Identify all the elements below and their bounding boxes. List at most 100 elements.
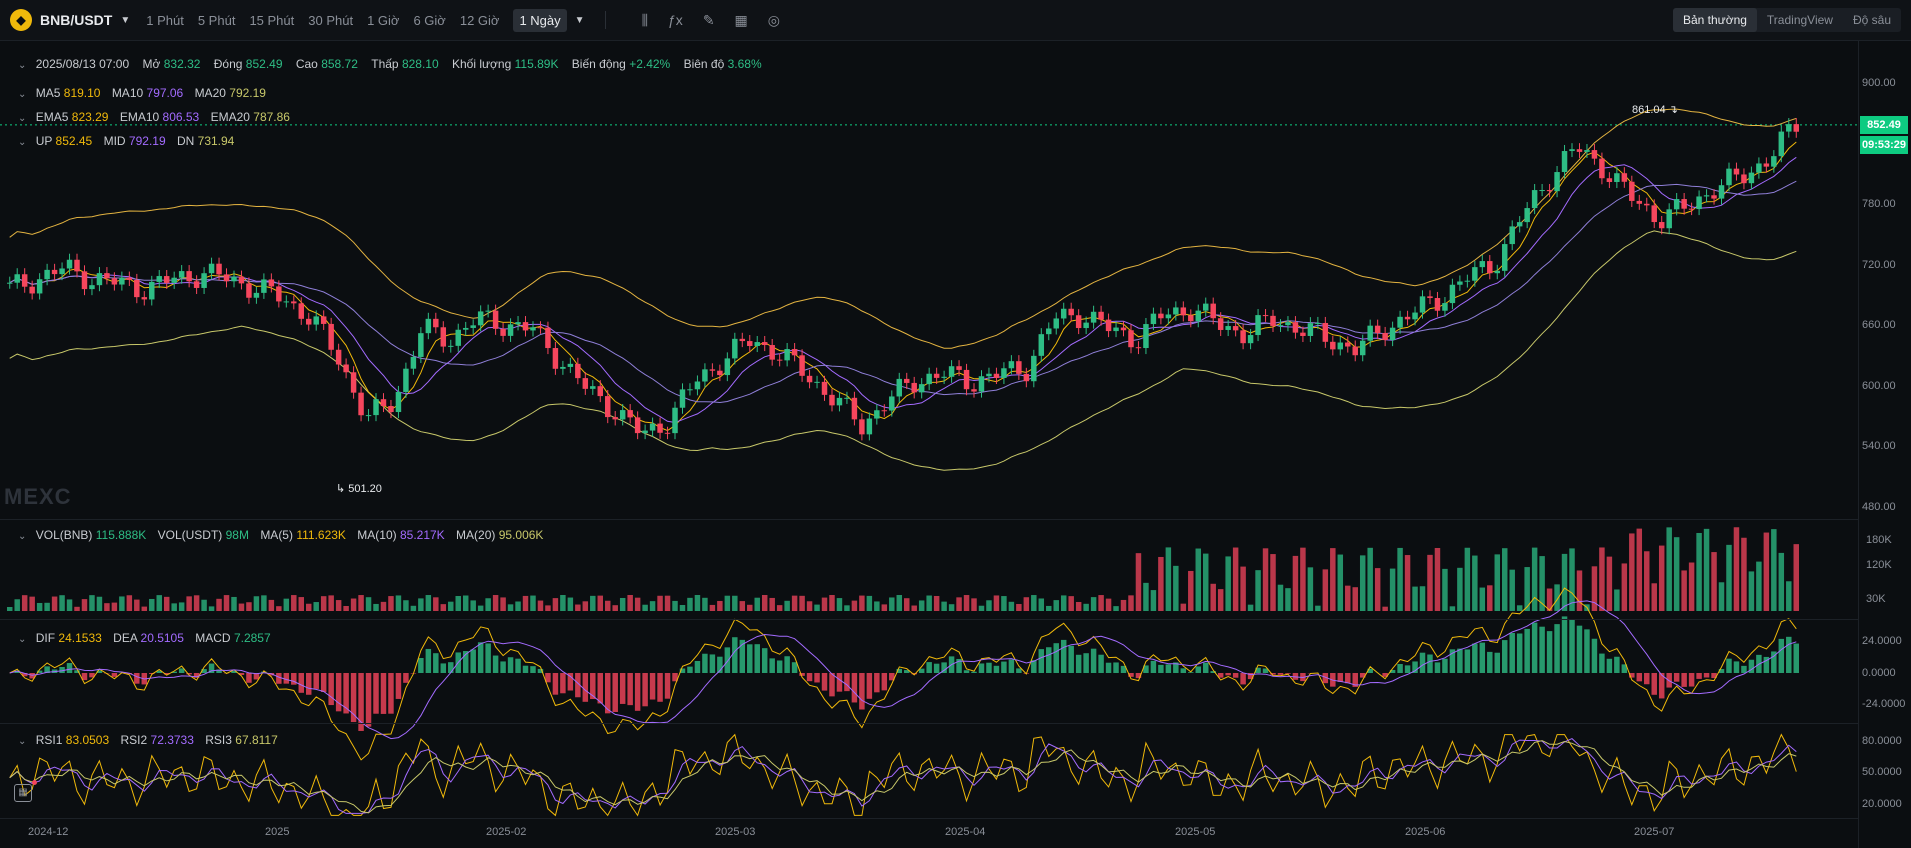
interval-tab-3[interactable]: 30 Phút [308,12,354,28]
volume-bar [1060,595,1067,611]
view-tab-0[interactable]: Bản thường [1672,8,1757,32]
volume-bar [223,595,230,611]
volume-bar [149,598,155,611]
interval-tab-6[interactable]: 12 Giờ [459,12,500,28]
candle-body [358,392,364,416]
macd-bar [328,673,334,706]
candle-body [1763,163,1770,167]
layout-icon[interactable]: ▦ [734,11,748,28]
interval-tab-1[interactable]: 5 Phút [197,12,236,28]
volume-bar [1412,586,1418,611]
macd-bar [1195,666,1201,673]
candle-body [1644,203,1650,206]
view-tab-2[interactable]: Độ sâu [1852,13,1891,27]
calendar-icon[interactable]: ▦ [14,784,32,802]
candle-body [1711,195,1717,199]
candle-body [1352,346,1358,356]
macd-bar [246,673,252,683]
ema20-value: 787.86 [253,110,290,124]
macd-bar [1382,673,1388,677]
macd-bar [1397,664,1403,673]
macd-bar [163,673,170,675]
volume-bar [664,595,671,611]
candle-body [1247,335,1254,344]
interval-tab-0[interactable]: 1 Phút [146,12,184,28]
candle-body [881,410,888,412]
volume-bar [141,606,148,611]
macd-bar [1472,643,1478,673]
volume-bar [1367,547,1373,611]
collapse-chevron-icon[interactable]: ⌄ [18,531,27,542]
change-value: +2.42% [629,57,671,71]
volume-bar [971,598,977,611]
interval-tab-4[interactable]: 1 Giờ [367,12,400,28]
candle-body [993,373,1000,378]
candle-body [1636,200,1643,204]
collapse-chevron-icon[interactable]: ⌄ [18,137,27,148]
interval-more-chevron-icon[interactable]: ▼ [574,14,585,26]
macd-bar [552,673,559,695]
boll-up-label: UP [35,134,53,148]
dea-line [9,600,1797,740]
indicator-icon[interactable]: ⫼ [641,11,649,28]
macd-bar [1644,673,1650,685]
volume-bar [1502,548,1508,611]
macd-bar [1614,656,1620,673]
vol-ma20-label: MA(20) [456,528,496,542]
macd-bar [679,668,686,673]
rsi-tick: 80.0000 [1862,735,1902,747]
fx-icon[interactable]: ƒx [668,11,683,28]
collapse-chevron-icon[interactable]: ⌄ [18,60,27,71]
collapse-chevron-icon[interactable]: ⌄ [18,89,27,100]
candle-body [634,417,641,434]
time-tick: 2025-06 [1405,826,1446,838]
interval-tab-2[interactable]: 15 Phút [249,12,295,28]
collapse-chevron-icon[interactable]: ⌄ [18,634,27,645]
interval-tab-7[interactable]: 1 Ngày [513,8,567,32]
volume-bar [1748,571,1755,611]
pair-selector[interactable]: BNB/USDT [40,12,113,28]
macd-bar [1150,660,1157,673]
macd-bar [1748,659,1755,673]
volume-bar [328,595,334,611]
candle-body [963,369,970,390]
camera-icon[interactable]: ◎ [767,11,780,28]
candle-body [335,349,342,365]
macd-bar [1359,673,1366,678]
candle-body [462,327,469,330]
volume-bar [1531,547,1538,611]
volume-bar [433,597,439,611]
macd-bar [889,673,895,681]
pencil-icon[interactable]: ✎ [702,11,715,28]
volume-bar [1711,552,1717,611]
chevron-down-icon[interactable]: ▼ [120,14,131,26]
macd-value: 7.2857 [233,631,271,645]
candle-body [1090,311,1097,323]
candle-body [575,363,581,379]
panel-divider [0,519,1858,520]
macd-bar [149,673,155,674]
collapse-chevron-icon[interactable]: ⌄ [18,736,27,747]
candle-body [1195,310,1201,322]
last-price-tag: 852.49 [1860,116,1908,134]
macd-bar [1696,673,1702,679]
macd-bar [216,669,222,673]
macd-bar [1726,658,1732,673]
vol-ma5-label: MA(5) [260,528,293,542]
volume-bar [619,597,626,611]
macd-bar [388,673,394,714]
macd-bar [747,644,753,673]
interval-tab-5[interactable]: 6 Giờ [413,12,446,28]
volume-bar [627,595,633,611]
volume-bar [1419,586,1426,611]
collapse-chevron-icon[interactable]: ⌄ [18,113,27,124]
macd-bar [1591,638,1598,673]
macd-bar [627,673,633,706]
macd-bar [918,668,925,673]
candle-body [530,327,536,331]
candlestick-chart[interactable]: 861.04 ↴ ↳ 501.20 [0,0,1858,848]
view-tab-1[interactable]: TradingView [1766,13,1833,27]
candle-body [186,271,192,282]
candle-body [1150,313,1157,325]
volume-bar [81,599,88,611]
